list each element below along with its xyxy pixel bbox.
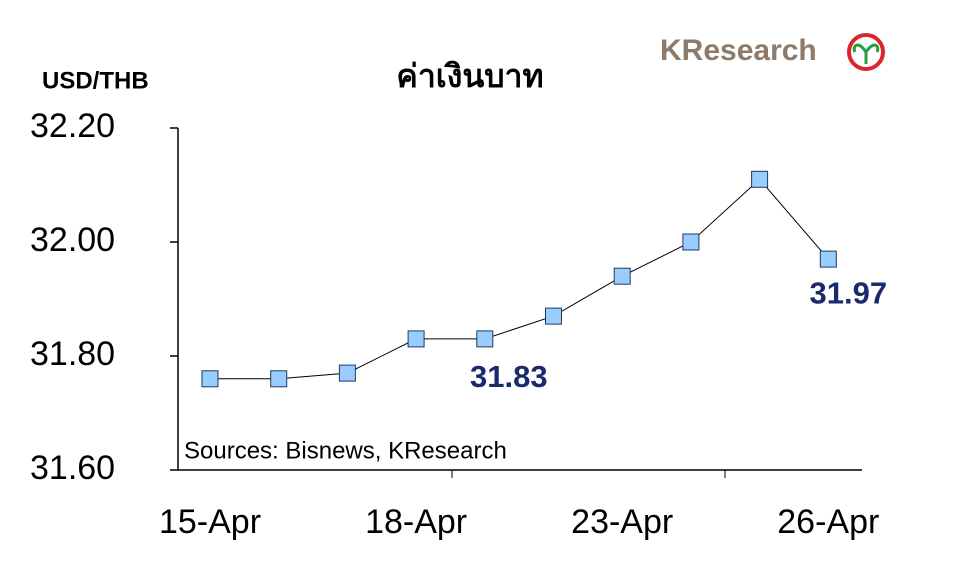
x-tick-label: 26-Apr (777, 503, 879, 541)
x-tick-label: 23-Apr (571, 503, 673, 541)
marker (545, 307, 562, 325)
marker (751, 170, 769, 188)
marker (407, 330, 425, 348)
data-label: 31.83 (470, 359, 548, 394)
marker (613, 267, 631, 285)
marker (682, 233, 700, 251)
y-tick-label: 32.00 (30, 221, 115, 259)
y-tick-label: 32.20 (30, 107, 115, 145)
chart-title: ค่าเงินบาท (396, 57, 543, 95)
x-tick-label: 18-Apr (365, 503, 467, 541)
marker (201, 370, 219, 388)
marker (819, 250, 837, 268)
marker (270, 370, 288, 388)
logo-icon (847, 33, 885, 71)
logo: KResearch (660, 34, 817, 67)
y-axis-label: USD/THB (42, 67, 149, 94)
y-tick-label: 31.80 (30, 335, 115, 373)
marker (476, 330, 494, 348)
source-note: Sources: Bisnews, KResearch (184, 437, 507, 464)
data-label: 31.97 (810, 275, 888, 310)
y-tick-label: 31.60 (30, 449, 115, 487)
line (210, 178, 829, 380)
x-tick-label: 15-Apr (159, 503, 261, 541)
marker (338, 364, 356, 382)
